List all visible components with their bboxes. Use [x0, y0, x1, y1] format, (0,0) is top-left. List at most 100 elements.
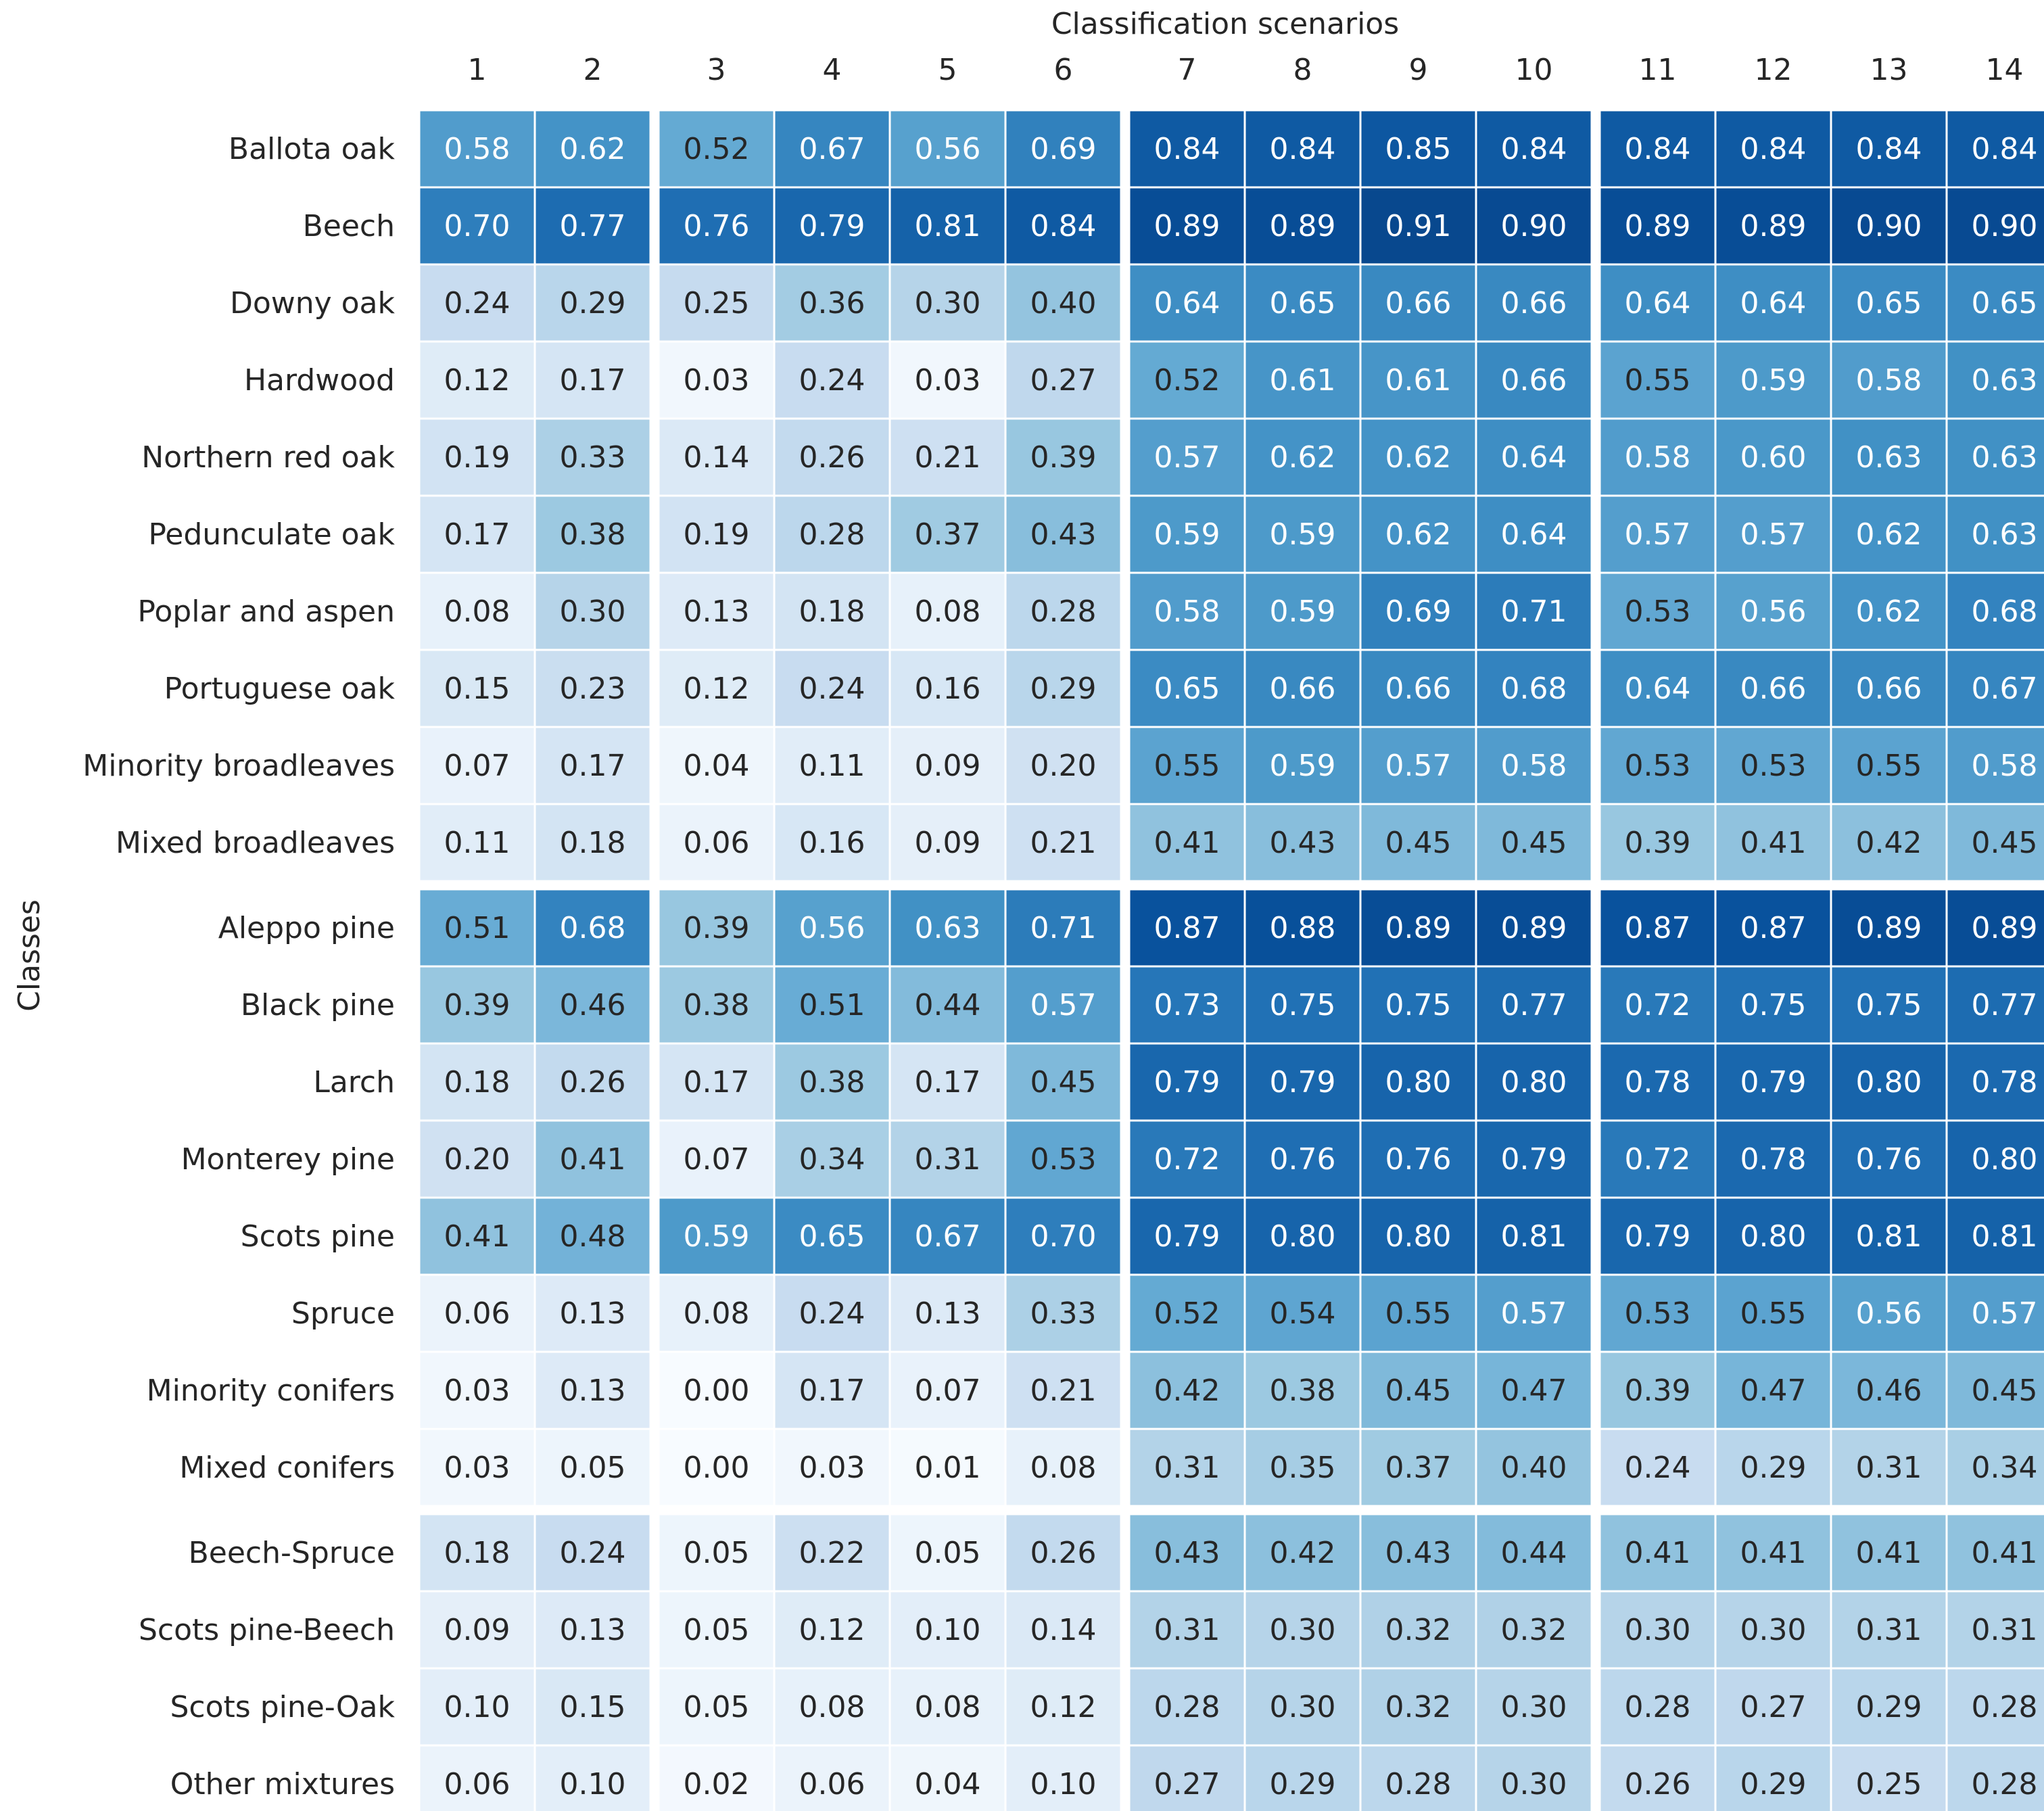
cell-value-label: 0.84: [1740, 132, 1807, 166]
cell-value-label: 0.57: [1740, 517, 1807, 552]
heatmap-cell: [888, 1590, 1007, 1670]
cell-value-label: 0.53: [1625, 594, 1691, 629]
heatmap-cell: [533, 1119, 652, 1199]
cell-value-label: 0.39: [1030, 440, 1097, 475]
heatmap-cell: [418, 1350, 536, 1430]
cell-value-label: 0.24: [799, 1296, 865, 1331]
heatmap-cell: [1128, 1590, 1246, 1670]
heatmap-cell: [1475, 1119, 1593, 1199]
heatmap-cell: [1128, 1744, 1246, 1811]
cell-value-label: 0.28: [1385, 1767, 1452, 1802]
heatmap-cell: [418, 888, 536, 968]
cell-value-label: 0.57: [1385, 749, 1452, 783]
cell-value-label: 0.08: [799, 1690, 865, 1724]
cell-value-label: 0.66: [1740, 672, 1807, 706]
column-label-13: 13: [1870, 53, 1908, 87]
heatmap-cell: [1004, 1350, 1122, 1430]
heatmap-cell: [657, 803, 776, 883]
heatmap-cell: [1243, 1042, 1362, 1122]
cell-value-label: 0.81: [915, 209, 981, 243]
cell-value-label: 0.76: [684, 209, 750, 243]
cell-value-label: 0.48: [560, 1219, 626, 1254]
cell-value-label: 0.72: [1625, 1142, 1691, 1177]
heatmap-cell: [1945, 1428, 2044, 1507]
heatmap-cell: [1128, 1667, 1246, 1747]
cell-value-label: 0.59: [1270, 594, 1336, 629]
cell-value-label: 0.39: [684, 911, 750, 945]
cell-value-label: 0.00: [684, 1373, 750, 1408]
cell-value-label: 0.08: [444, 594, 510, 629]
heatmap-cell: [1243, 1119, 1362, 1199]
cell-value-label: 0.41: [1740, 1536, 1807, 1570]
heatmap-cell: [418, 803, 536, 883]
cell-value-label: 0.31: [1154, 1613, 1220, 1647]
heatmap-cell: [1714, 965, 1832, 1045]
heatmap-cell: [1830, 1428, 1948, 1507]
cell-value-label: 0.75: [1270, 988, 1336, 1022]
heatmap-cell: [1359, 965, 1477, 1045]
heatmap-cell: [1714, 1119, 1832, 1199]
column-label-6: 6: [1054, 53, 1073, 87]
cell-value-label: 0.09: [444, 1613, 510, 1647]
heatmap-cell: [1243, 1590, 1362, 1670]
cell-value-label: 0.62: [1856, 594, 1922, 629]
cell-value-label: 0.84: [1270, 132, 1336, 166]
heatmap-cell: [1243, 1513, 1362, 1593]
cell-value-label: 0.36: [799, 286, 865, 321]
cell-value-label: 0.29: [1270, 1767, 1336, 1802]
cell-value-label: 0.07: [915, 1373, 981, 1408]
cell-value-label: 0.43: [1030, 517, 1097, 552]
heatmap-cells: [418, 109, 2044, 1811]
heatmap-cell: [1359, 109, 1477, 189]
cell-value-label: 0.09: [915, 749, 981, 783]
heatmap-cell: [418, 1744, 536, 1811]
heatmap-cell: [418, 1119, 536, 1199]
cell-value-label: 0.52: [684, 132, 750, 166]
cell-value-label: 0.75: [1856, 988, 1922, 1022]
cell-value-label: 0.29: [560, 286, 626, 321]
cell-value-label: 0.58: [1856, 363, 1922, 398]
cell-value-label: 0.76: [1856, 1142, 1922, 1177]
cell-value-label: 0.10: [915, 1613, 981, 1647]
cell-value-label: 0.89: [1856, 911, 1922, 945]
cell-value-label: 0.57: [1154, 440, 1220, 475]
cell-value-label: 0.65: [1972, 286, 2038, 321]
cell-value-label: 0.52: [1154, 1296, 1220, 1331]
heatmap-cell: [1475, 1590, 1593, 1670]
column-label-8: 8: [1293, 53, 1312, 87]
heatmap-cell: [773, 1273, 891, 1353]
heatmap-cell: [1945, 803, 2044, 883]
cell-value-label: 0.41: [1625, 1536, 1691, 1570]
cell-value-label: 0.17: [560, 749, 626, 783]
heatmap-cell: [1004, 1744, 1122, 1811]
cell-value-label: 0.32: [1385, 1690, 1452, 1724]
cell-value-label: 0.26: [560, 1065, 626, 1100]
y-axis-label: Classes: [12, 899, 47, 1012]
heatmap-cell: [418, 1513, 536, 1593]
heatmap-cell: [1475, 1042, 1593, 1122]
cell-value-label: 0.30: [1270, 1613, 1336, 1647]
cell-value-label: 0.77: [560, 209, 626, 243]
cell-value-label: 0.30: [1501, 1690, 1567, 1724]
heatmap-cell: [1830, 263, 1948, 343]
cell-value-label: 0.75: [1385, 988, 1452, 1022]
heatmap-cell: [1004, 1196, 1122, 1276]
heatmap-cell: [1004, 571, 1122, 651]
heatmap-cell: [1475, 1513, 1593, 1593]
cell-value-label: 0.01: [915, 1451, 981, 1485]
heatmap-cell: [1475, 803, 1593, 883]
heatmap-cell: [888, 186, 1007, 266]
heatmap-cell: [773, 494, 891, 574]
heatmap-cell: [1004, 1513, 1122, 1593]
cell-value-label: 0.80: [1856, 1065, 1922, 1100]
cell-value-label: 0.70: [1030, 1219, 1097, 1254]
cell-value-label: 0.80: [1385, 1219, 1452, 1254]
heatmap-cell: [533, 571, 652, 651]
column-label-14: 14: [1986, 53, 2024, 87]
cell-value-label: 0.67: [915, 1219, 981, 1254]
cell-value-label: 0.10: [1030, 1767, 1097, 1802]
heatmap-cell: [533, 186, 652, 266]
heatmap-cell: [773, 1042, 891, 1122]
cell-value-label: 0.14: [684, 440, 750, 475]
cell-value-label: 0.18: [799, 594, 865, 629]
